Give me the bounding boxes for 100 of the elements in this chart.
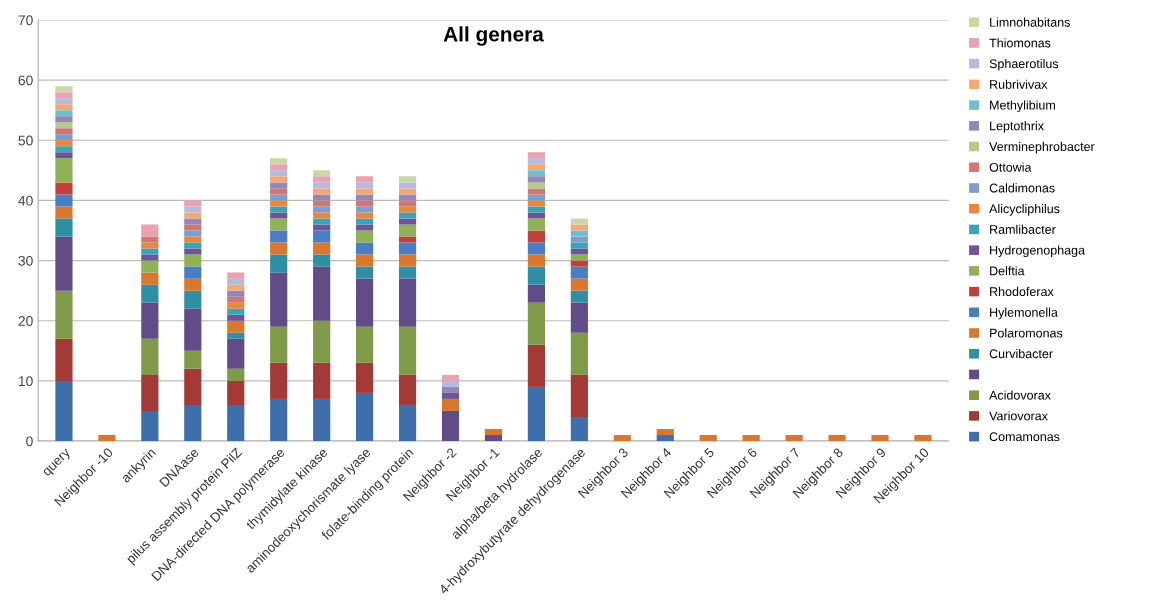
bar [184,290,202,309]
bar [55,92,73,99]
chart-title: All genera [443,26,544,46]
bar [141,254,159,261]
bar [570,218,588,225]
y-tick-label: 70 [18,15,33,26]
bar [871,435,889,442]
bar [570,374,588,417]
bar [184,218,202,225]
bar [527,254,545,267]
bar [570,242,588,249]
bar [270,182,288,189]
bar [398,188,417,195]
bar [398,194,417,201]
bar [570,278,588,291]
bar [141,284,159,303]
legend-label: Alicycliphilus [989,203,1060,216]
bar [441,398,460,411]
bar [441,410,460,442]
bar [55,380,73,442]
bar [570,266,588,279]
bar [527,242,545,255]
bar [313,200,331,207]
bar [270,398,288,442]
bar [270,362,288,399]
bar [227,380,245,405]
bar [656,429,674,436]
legend-label: Delftia [990,266,1025,276]
bar [527,200,545,207]
bar [527,284,545,303]
bar [313,362,331,399]
bar [55,236,73,291]
bar [527,344,545,387]
bar [227,302,245,309]
bar [270,206,288,213]
bar [55,122,73,129]
legend-label: Rubrivivax [990,79,1048,89]
bar [184,308,202,351]
bar [270,188,288,195]
bar [313,230,331,243]
bar [356,200,374,207]
bar [270,272,288,327]
bar [270,230,288,243]
bar [184,206,202,213]
bar [270,170,288,177]
bar [527,218,545,231]
bar [270,200,288,207]
bar [227,272,245,279]
bar [227,404,245,442]
bar [141,302,159,339]
bar [184,248,202,255]
bar [441,380,460,387]
bar [742,435,760,442]
bar [398,404,417,442]
bar [441,374,460,381]
bar [55,206,73,219]
bar [398,326,417,375]
legend-label: Hylemonella [990,307,1058,320]
legend-label: Thiomonas [989,38,1051,48]
legend-label: Variovorax [989,411,1048,421]
bar [313,320,331,363]
bar [356,182,374,189]
legend-label: Methylibium [990,100,1055,113]
bar [313,206,331,213]
legend-label: Sphaerotilus [989,58,1059,71]
bar [184,230,202,237]
bar [570,224,588,231]
bar [55,134,73,141]
bar [356,206,374,213]
bar [227,308,245,315]
bar [55,152,73,159]
bar [570,236,588,243]
bar [141,410,159,442]
bar [527,194,545,201]
bar [313,398,331,442]
bar [398,200,417,207]
bar [613,435,631,442]
legend-label: Ramlibacter [990,224,1056,234]
legend-label: Comamonas [989,432,1060,442]
bar [184,242,202,249]
bar [356,254,374,267]
bar [227,314,245,321]
bar [141,272,159,285]
bar [55,140,73,147]
bar [570,260,588,267]
bar [184,254,202,267]
bar [398,242,417,255]
bar [55,86,73,93]
legend-label: Curvibacter [989,349,1053,359]
bar [313,242,331,255]
legend-label: Rhodoferax [990,286,1054,297]
bar [356,362,374,393]
bar [55,110,73,117]
bar [785,435,803,442]
bar [441,386,460,393]
bar [141,242,159,249]
bar [699,435,717,442]
bar [313,182,331,189]
bar [55,128,73,135]
bar [55,194,73,207]
